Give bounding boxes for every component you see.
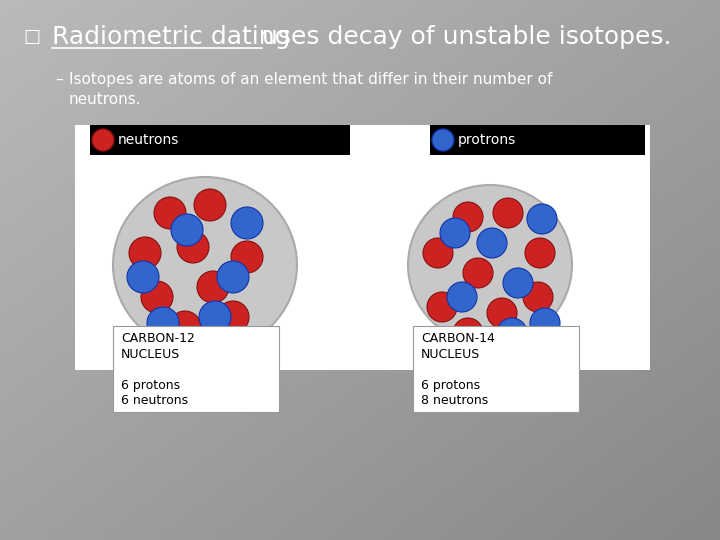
Ellipse shape (523, 282, 553, 312)
Ellipse shape (154, 197, 186, 229)
Ellipse shape (453, 318, 483, 348)
Ellipse shape (427, 292, 457, 322)
Ellipse shape (141, 281, 173, 313)
FancyBboxPatch shape (90, 125, 350, 155)
Ellipse shape (217, 261, 249, 293)
FancyBboxPatch shape (113, 326, 279, 412)
FancyBboxPatch shape (413, 326, 579, 412)
Ellipse shape (197, 271, 229, 303)
Ellipse shape (231, 241, 263, 273)
Text: CARBON-12
NUCLEUS

6 protons
6 neutrons: CARBON-12 NUCLEUS 6 protons 6 neutrons (121, 332, 195, 407)
Text: CARBON-14
NUCLEUS

6 protons
8 neutrons: CARBON-14 NUCLEUS 6 protons 8 neutrons (421, 332, 495, 407)
Ellipse shape (113, 177, 297, 353)
Ellipse shape (217, 301, 249, 333)
FancyBboxPatch shape (430, 125, 645, 155)
Ellipse shape (463, 258, 493, 288)
Ellipse shape (231, 207, 263, 239)
Ellipse shape (423, 238, 453, 268)
Ellipse shape (432, 129, 454, 151)
Ellipse shape (527, 204, 557, 234)
Text: uses decay of unstable isotopes.: uses decay of unstable isotopes. (262, 25, 672, 49)
Text: Radiometric dating: Radiometric dating (52, 25, 299, 49)
Ellipse shape (530, 308, 560, 338)
Ellipse shape (171, 214, 203, 246)
Ellipse shape (92, 129, 114, 151)
Text: Isotopes are atoms of an element that differ in their number of
neutrons.: Isotopes are atoms of an element that di… (69, 72, 552, 107)
Ellipse shape (169, 311, 201, 343)
Ellipse shape (447, 282, 477, 312)
Text: neutrons: neutrons (118, 133, 179, 147)
Text: –: – (55, 72, 63, 87)
Ellipse shape (525, 238, 555, 268)
Ellipse shape (199, 301, 231, 333)
Ellipse shape (147, 307, 179, 339)
Ellipse shape (127, 261, 159, 293)
Ellipse shape (477, 228, 507, 258)
Ellipse shape (497, 318, 527, 348)
Ellipse shape (493, 198, 523, 228)
Ellipse shape (408, 185, 572, 345)
Ellipse shape (440, 218, 470, 248)
Ellipse shape (177, 231, 209, 263)
Ellipse shape (503, 268, 533, 298)
FancyBboxPatch shape (75, 125, 650, 370)
Ellipse shape (487, 298, 517, 328)
Text: □: □ (24, 28, 40, 46)
Ellipse shape (194, 189, 226, 221)
Ellipse shape (453, 202, 483, 232)
Text: protrons: protrons (458, 133, 516, 147)
Ellipse shape (129, 237, 161, 269)
